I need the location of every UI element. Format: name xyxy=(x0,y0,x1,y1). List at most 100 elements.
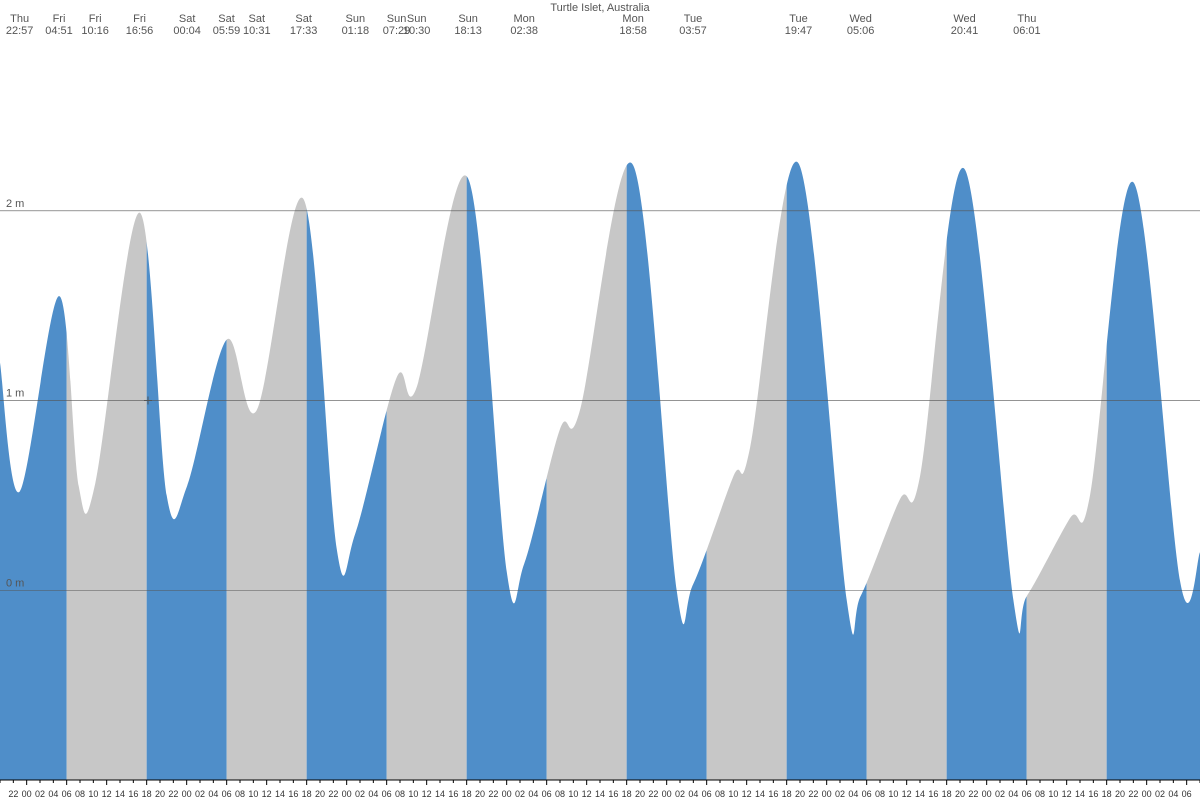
tide-event-time: 05:06 xyxy=(847,25,875,37)
x-axis-hour-label: 16 xyxy=(768,789,778,799)
x-axis-hour-label: 00 xyxy=(662,789,672,799)
x-axis-hour-label: 12 xyxy=(1062,789,1072,799)
x-axis-hour-label: 10 xyxy=(568,789,578,799)
tide-event-time: 04:51 xyxy=(45,25,73,37)
tide-event-day: Sun xyxy=(407,13,427,25)
tide-event-time: 03:57 xyxy=(679,25,707,37)
x-axis-hour-label: 20 xyxy=(635,789,645,799)
x-axis-hour-label: 16 xyxy=(608,789,618,799)
x-axis-hour-label: 02 xyxy=(995,789,1005,799)
x-axis-hour-label: 08 xyxy=(395,789,405,799)
x-axis-hour-label: 06 xyxy=(862,789,872,799)
x-axis-hour-label: 08 xyxy=(555,789,565,799)
x-axis-hour-label: 00 xyxy=(182,789,192,799)
tide-event-day: Wed xyxy=(849,13,871,25)
x-axis-hour-label: 00 xyxy=(502,789,512,799)
x-axis-hour-label: 10 xyxy=(1048,789,1058,799)
x-axis-hour-label: 18 xyxy=(302,789,312,799)
x-axis-hour-label: 10 xyxy=(88,789,98,799)
x-axis-hour-label: 06 xyxy=(382,789,392,799)
tide-event-day: Tue xyxy=(789,13,808,25)
tide-event-day: Fri xyxy=(89,13,102,25)
x-axis-hour-label: 12 xyxy=(582,789,592,799)
tide-event-day: Sat xyxy=(249,13,266,25)
x-axis-hour-label: 12 xyxy=(902,789,912,799)
x-axis-hour-label: 00 xyxy=(822,789,832,799)
x-axis-hour-label: 16 xyxy=(1088,789,1098,799)
x-axis-hour-label: 22 xyxy=(1128,789,1138,799)
tide-event-time: 22:57 xyxy=(6,25,34,37)
x-axis-hour-label: 22 xyxy=(648,789,658,799)
x-axis-hour-label: 06 xyxy=(1022,789,1032,799)
tide-event-day: Sat xyxy=(218,13,235,25)
tide-event-time: 02:38 xyxy=(510,25,538,37)
x-axis-hour-label: 02 xyxy=(355,789,365,799)
x-axis-hour-label: 00 xyxy=(22,789,32,799)
tide-event-day: Sun xyxy=(387,13,407,25)
tide-event-day: Fri xyxy=(133,13,146,25)
y-axis-label: 1 m xyxy=(6,388,24,400)
x-axis-hour-label: 02 xyxy=(515,789,525,799)
x-axis-hour-label: 22 xyxy=(328,789,338,799)
tide-event-time: 01:18 xyxy=(342,25,370,37)
tide-event-time: 18:13 xyxy=(454,25,482,37)
x-axis-hour-label: 12 xyxy=(742,789,752,799)
x-axis-hour-label: 10 xyxy=(248,789,258,799)
tide-event-time: 10:30 xyxy=(403,25,431,37)
x-axis-hour-label: 08 xyxy=(75,789,85,799)
x-axis-hour-label: 22 xyxy=(8,789,18,799)
x-axis-hour-label: 02 xyxy=(1155,789,1165,799)
y-axis-label: 2 m xyxy=(6,198,24,210)
tide-event-time: 20:41 xyxy=(951,25,979,37)
x-axis-hour-label: 20 xyxy=(155,789,165,799)
x-axis-hour-label: 06 xyxy=(542,789,552,799)
x-axis-hour-label: 20 xyxy=(1115,789,1125,799)
x-axis-hour-label: 00 xyxy=(1142,789,1152,799)
x-axis-hour-label: 04 xyxy=(1008,789,1018,799)
tide-event-time: 05:59 xyxy=(213,25,241,37)
x-axis-hour-label: 10 xyxy=(728,789,738,799)
x-axis-hour-label: 08 xyxy=(235,789,245,799)
x-axis-hour-label: 22 xyxy=(488,789,498,799)
x-axis-hour-label: 10 xyxy=(888,789,898,799)
x-axis-hour-label: 18 xyxy=(142,789,152,799)
x-axis-hour-label: 18 xyxy=(622,789,632,799)
y-axis-label: 0 m xyxy=(6,577,24,589)
x-axis-hour-label: 04 xyxy=(688,789,698,799)
tide-event-day: Sat xyxy=(295,13,312,25)
x-axis-hour-label: 20 xyxy=(795,789,805,799)
x-axis-hour-label: 04 xyxy=(368,789,378,799)
x-axis-hour-label: 08 xyxy=(715,789,725,799)
tide-event-time: 10:16 xyxy=(81,25,109,37)
tide-event-day: Sun xyxy=(458,13,478,25)
tide-event-day: Fri xyxy=(53,13,66,25)
x-axis-hour-label: 22 xyxy=(168,789,178,799)
x-axis-hour-label: 04 xyxy=(1168,789,1178,799)
x-axis-hour-label: 10 xyxy=(408,789,418,799)
tide-event-time: 00:04 xyxy=(173,25,201,37)
tide-chart: 0 m1 m2 mTurtle Islet, AustraliaThu22:57… xyxy=(0,0,1200,800)
x-axis-hour-label: 12 xyxy=(102,789,112,799)
x-axis-hour-label: 14 xyxy=(115,789,125,799)
x-axis-hour-label: 02 xyxy=(195,789,205,799)
tide-event-day: Tue xyxy=(684,13,703,25)
x-axis-hour-label: 14 xyxy=(275,789,285,799)
x-axis-hour-label: 02 xyxy=(675,789,685,799)
x-axis-hour-label: 04 xyxy=(848,789,858,799)
x-axis-hour-label: 20 xyxy=(475,789,485,799)
x-axis-hour-label: 02 xyxy=(835,789,845,799)
x-axis-hour-label: 16 xyxy=(928,789,938,799)
x-axis-hour-label: 16 xyxy=(128,789,138,799)
tide-event-time: 10:31 xyxy=(243,25,271,37)
x-axis-hour-label: 14 xyxy=(915,789,925,799)
x-axis-hour-label: 16 xyxy=(448,789,458,799)
x-axis-hour-label: 16 xyxy=(288,789,298,799)
x-axis-hour-label: 20 xyxy=(955,789,965,799)
x-axis-hour-label: 02 xyxy=(35,789,45,799)
x-axis-hour-label: 22 xyxy=(808,789,818,799)
x-axis-hour-label: 06 xyxy=(222,789,232,799)
x-axis-hour-label: 06 xyxy=(1182,789,1192,799)
tide-event-time: 17:33 xyxy=(290,25,318,37)
x-axis-hour-label: 14 xyxy=(1075,789,1085,799)
tide-event-day: Mon xyxy=(513,13,534,25)
